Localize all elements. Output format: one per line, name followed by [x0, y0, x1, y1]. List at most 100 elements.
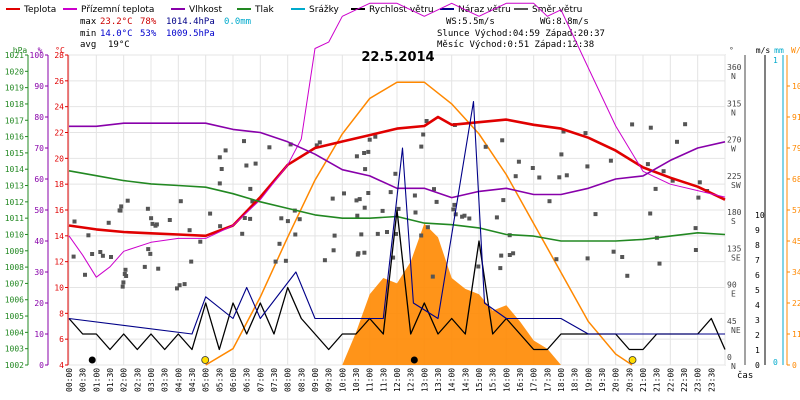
sun-marker: [628, 356, 637, 364]
wind-direction-point: [314, 143, 319, 148]
wind-direction-point: [182, 282, 187, 287]
wind-direction-point: [648, 211, 653, 216]
sun-moon-markers: [88, 356, 637, 364]
wind-direction-point: [83, 272, 87, 277]
stats-avg-label: avg: [80, 40, 96, 50]
axis-tick-label: 1021: [5, 51, 24, 60]
x-tick-label: 20:00: [612, 368, 621, 392]
axis-tick-label: 1008: [5, 263, 24, 272]
x-tick-label: 04:00: [174, 368, 183, 392]
x-tick-label: 00:30: [79, 368, 88, 392]
x-tick-label: 13:00: [420, 368, 429, 392]
axis-tick-label: 90: [34, 82, 44, 91]
wind-direction-point: [217, 181, 222, 186]
wind-direction-point: [253, 161, 258, 166]
axis-tick-label: 24: [54, 103, 64, 112]
x-tick-label: 02:00: [120, 368, 129, 392]
wind-direction-point: [554, 257, 559, 262]
series-line: [68, 115, 726, 238]
wind-direction-point: [452, 202, 457, 207]
wind-direction-point: [498, 266, 503, 271]
wind-direction-point: [453, 212, 458, 217]
legend-label: Srážky: [309, 5, 340, 15]
wind-direction-point: [124, 274, 129, 278]
x-tick-label: 12:00: [393, 368, 402, 392]
wind-direction-point: [396, 206, 401, 211]
wind-direction-point: [516, 159, 521, 164]
wind-direction-point: [451, 207, 456, 212]
axis-tick-label: 45: [727, 317, 737, 326]
wind-direction-point: [342, 191, 346, 196]
axis-unit-label: W/m²: [791, 46, 800, 55]
wind-direction-point: [189, 259, 194, 264]
series-line: [69, 122, 726, 199]
axis-tick-label: 0: [39, 361, 44, 370]
wind-direction-point: [217, 155, 222, 160]
axis-tick-label: 360: [727, 63, 742, 72]
x-tick-label: 19:30: [598, 368, 607, 392]
wind-direction-point: [123, 267, 128, 272]
axis-tick-label: 1004: [5, 328, 24, 337]
wind-direction-point: [513, 174, 518, 179]
wind-direction-point: [100, 253, 105, 258]
axis-tick-label: 28: [54, 51, 64, 60]
legend-label: Směr větru: [532, 5, 582, 15]
x-tick-label: 21:00: [639, 368, 648, 392]
wind-direction-point: [511, 251, 516, 256]
wind-direction-point: [288, 142, 293, 147]
wind-direction-point: [657, 261, 662, 266]
wind-direction-point: [317, 140, 322, 145]
wind-direction-point: [250, 199, 255, 204]
wind-direction-point: [388, 190, 393, 195]
x-tick-label: 16:30: [516, 368, 525, 392]
axis-tick-label: 570: [792, 206, 800, 215]
wind-direction-point: [366, 191, 371, 195]
axis-tick-label: N: [731, 362, 736, 371]
axis-tick-label: W: [731, 145, 736, 154]
axis-tick-label: 80: [34, 113, 44, 122]
wind-direction-point: [611, 249, 616, 254]
axis-tick-label: 1: [773, 56, 778, 65]
wind-direction-point: [198, 239, 203, 244]
axis-tick-label: 0: [792, 361, 797, 370]
wind-direction-point: [357, 197, 362, 202]
wind-direction-point: [142, 264, 147, 269]
x-tick-label: 09:30: [325, 368, 334, 392]
wind-direction-point: [693, 226, 698, 231]
wind-direction-point: [432, 187, 436, 192]
wind-direction-point: [98, 250, 103, 254]
axis-tick-label: 270: [727, 136, 742, 145]
axis-tick-label: 114: [792, 330, 800, 339]
x-tick-label: 20:30: [625, 368, 634, 392]
axis-tick-label: 1019: [5, 84, 24, 93]
wind-direction-point: [393, 171, 398, 176]
wind-direction-point: [557, 175, 562, 180]
axis-tick-label: 10: [54, 284, 64, 293]
axis-tick-label: 1016: [5, 133, 24, 142]
axis-tick-label: 20: [34, 299, 44, 308]
wind-direction-point: [419, 144, 424, 149]
stats-avg-temp: 19°C: [108, 40, 130, 50]
axis-tick-label: 225: [727, 172, 742, 181]
wind-direction-point: [696, 195, 701, 200]
info-moon: Měsíc Východ:0:51 Západ:12:38: [437, 40, 594, 50]
wind-direction-point: [90, 252, 95, 256]
wind-direction-point: [156, 266, 161, 271]
legend-label: Teplota: [23, 5, 56, 15]
wind-direction-point: [366, 149, 371, 154]
wind-direction-point: [244, 163, 249, 168]
stats-max-hum: 78%: [140, 17, 157, 27]
wind-direction-point: [120, 284, 125, 289]
wind-direction-point: [564, 173, 569, 178]
wind-direction-point: [148, 251, 153, 256]
wind-direction-point: [693, 248, 698, 252]
wind-direction-point: [240, 231, 245, 236]
axis-tick-label: 135: [727, 244, 742, 253]
axis-tick-label: 342: [792, 268, 800, 277]
wind-direction-point: [362, 205, 367, 210]
wind-direction-point: [125, 198, 130, 203]
axis-tick-label: 1002: [5, 361, 24, 370]
wind-direction-point: [218, 224, 223, 229]
wind-direction-point: [460, 214, 465, 219]
